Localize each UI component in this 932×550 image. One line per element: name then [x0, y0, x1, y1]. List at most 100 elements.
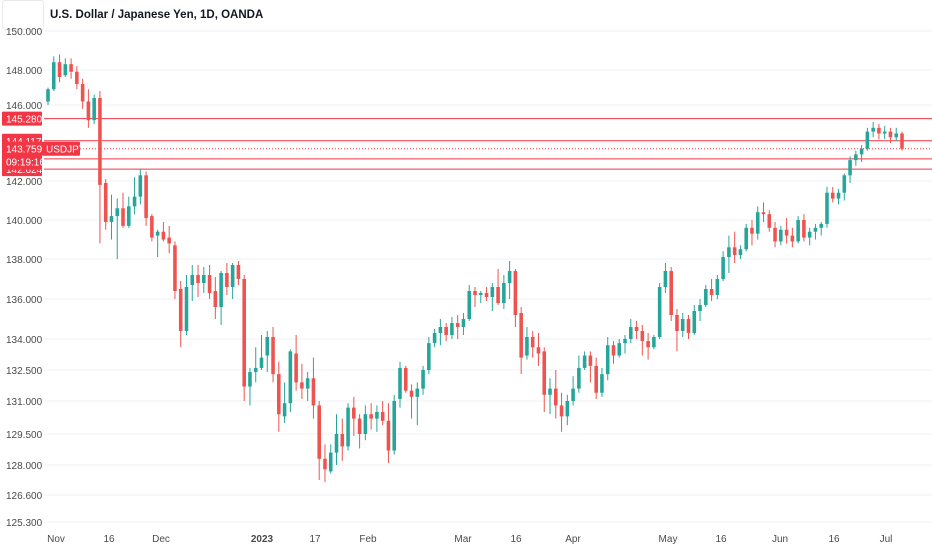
- candle-body: [421, 370, 425, 389]
- chart-title: U.S. Dollar / Japanese Yen, 1D, OANDA: [50, 9, 264, 21]
- candle-body: [438, 327, 443, 333]
- candle-body: [611, 345, 616, 356]
- candle: [744, 223, 748, 252]
- candle: [773, 221, 777, 248]
- x-axis-label: Feb: [359, 534, 377, 545]
- candle-body: [455, 323, 460, 327]
- candle-body: [859, 148, 864, 155]
- candle: [403, 365, 408, 393]
- candle: [340, 418, 345, 461]
- candle: [288, 349, 293, 412]
- candle: [155, 229, 160, 258]
- candle-body: [692, 311, 697, 333]
- candle: [219, 271, 223, 325]
- candle-body: [380, 412, 385, 421]
- candle: [352, 396, 356, 437]
- candle-body: [184, 287, 189, 331]
- candle: [213, 277, 218, 319]
- candle-body: [646, 341, 650, 348]
- x-axis-label: Dec: [152, 534, 170, 545]
- candle-body: [779, 229, 783, 242]
- candle: [363, 405, 368, 441]
- y-axis-label: 129.500: [6, 430, 43, 441]
- candle: [242, 275, 246, 401]
- candle: [103, 179, 108, 230]
- candle-body: [103, 182, 108, 222]
- candle: [478, 291, 483, 303]
- y-axis-label: 128.000: [6, 461, 43, 472]
- candle-body: [98, 98, 102, 185]
- candle-body: [836, 192, 841, 199]
- candle-body: [357, 418, 362, 434]
- x-axis-label: Jul: [880, 534, 893, 545]
- candle-body: [375, 412, 379, 419]
- candle: [109, 194, 114, 240]
- candle-body: [242, 279, 246, 387]
- x-axis-label: 2023: [251, 534, 274, 545]
- candle-body: [502, 283, 506, 303]
- candle-body: [317, 405, 321, 459]
- candle-body: [542, 351, 547, 395]
- candle-body: [207, 275, 212, 293]
- candle-body: [51, 62, 56, 90]
- candle: [92, 94, 96, 124]
- y-axis-label: 126.600: [6, 491, 43, 502]
- candle-body: [571, 388, 575, 401]
- candle-body: [807, 231, 812, 238]
- candle: [704, 285, 708, 307]
- candle: [525, 327, 529, 360]
- candle: [715, 275, 720, 299]
- candle: [617, 339, 622, 358]
- candle-body: [461, 319, 466, 327]
- candle: [755, 206, 760, 240]
- candle: [657, 283, 662, 339]
- candle: [646, 333, 650, 360]
- y-axis-label: 142.000: [6, 177, 43, 188]
- candle: [652, 335, 656, 350]
- candle-body: [86, 101, 91, 121]
- candle: [392, 394, 397, 455]
- candle: [121, 192, 125, 228]
- candle-body: [57, 62, 62, 77]
- candle-body: [386, 420, 391, 451]
- candle: [69, 58, 73, 79]
- candle-body: [652, 337, 656, 348]
- x-axis-label: Jun: [772, 534, 788, 545]
- candle-body: [796, 220, 800, 242]
- candle: [126, 196, 131, 228]
- candle-body: [490, 287, 495, 297]
- candle: [634, 321, 639, 339]
- candle-body: [888, 131, 893, 138]
- candle: [75, 66, 79, 90]
- candle-body: [657, 287, 662, 337]
- candle: [230, 263, 235, 299]
- y-axis-label: 140.000: [6, 216, 43, 227]
- candle: [432, 329, 437, 348]
- candle: [144, 171, 148, 226]
- candle-body: [80, 84, 85, 102]
- candle: [380, 401, 385, 426]
- y-axis-label: 148.000: [6, 66, 43, 77]
- candle: [519, 307, 523, 375]
- candle-body: [663, 271, 668, 287]
- candle-body: [634, 327, 639, 331]
- candle: [784, 218, 789, 244]
- candle-body: [271, 337, 275, 375]
- candle-body: [750, 227, 754, 234]
- candle: [698, 299, 702, 321]
- candle: [548, 378, 552, 415]
- candle-body: [594, 365, 598, 393]
- candle: [692, 305, 697, 335]
- candle-body: [92, 98, 96, 121]
- candle: [859, 144, 864, 162]
- x-axis-label: 16: [103, 534, 115, 545]
- x-axis-label: Mar: [454, 534, 472, 545]
- candle: [357, 414, 362, 449]
- candle: [663, 263, 668, 293]
- candle-body: [392, 401, 397, 451]
- candle: [467, 285, 472, 321]
- y-axis-label: 138.000: [6, 255, 43, 266]
- candle-body: [346, 407, 350, 447]
- candle: [98, 91, 102, 244]
